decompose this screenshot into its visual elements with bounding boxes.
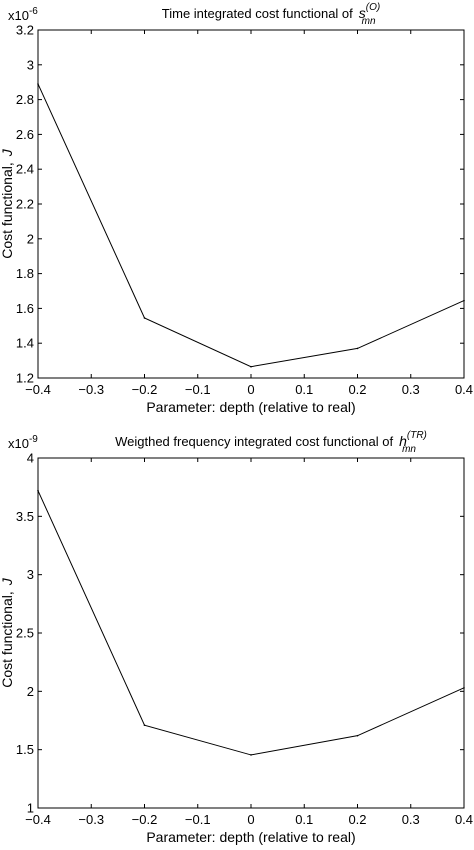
axis-multiplier-exponent: -6	[29, 6, 38, 17]
axis-multiplier-base: x10	[8, 436, 29, 451]
y-tick-label: 3.5	[16, 509, 34, 524]
series-line	[37, 83, 465, 368]
y-tick-label: 3	[27, 567, 34, 582]
data-point	[37, 83, 39, 85]
x-tick-label: 0.4	[455, 382, 473, 397]
y-axis-label: Cost functional, J	[0, 148, 15, 259]
x-tick-label: −0.4	[25, 382, 51, 397]
x-tick-label: 0.3	[402, 812, 420, 827]
data-point	[250, 754, 252, 756]
y-tick-label: 1	[27, 801, 34, 816]
data-point	[356, 734, 359, 737]
data-point	[356, 347, 359, 350]
chart-title: Time integrated cost functional of s(O) mn	[162, 2, 380, 27]
chart-panel-2: −0.4 −0.3 −0.2 −0.1 0 0.1 0.2 0.3 0.4 1 1.5 2 2.5 3 3.…	[0, 430, 473, 845]
data-point	[143, 317, 146, 319]
y-tick-label: 1.4	[16, 336, 34, 351]
y-tick-label: 3	[27, 57, 34, 72]
x-tick-label: −0.3	[78, 382, 104, 397]
y-axis-label-symbol: J	[0, 577, 15, 586]
y-tick-label: 2.2	[16, 197, 34, 212]
x-tick-label: −0.4	[25, 812, 51, 827]
y-tick-label: 4	[27, 451, 34, 466]
data-point	[250, 365, 252, 368]
x-axis-label: Parameter: depth (relative to real)	[146, 829, 355, 845]
x-tick-label: 0.2	[348, 812, 366, 827]
chart-title-subscript: mn	[402, 444, 416, 455]
x-axis-label: Parameter: depth (relative to real)	[146, 399, 355, 415]
axis-multiplier-exponent: -9	[29, 434, 38, 445]
series-line	[37, 490, 465, 756]
data-point	[463, 299, 465, 302]
chart-title: Weigthed frequency integrated cost funct…	[115, 430, 427, 455]
chart-title-text: Weigthed frequency integrated cost funct…	[115, 434, 393, 449]
y-axis-label-text: Cost functional,	[0, 591, 15, 688]
chart-title-superscript: (O)	[366, 2, 380, 13]
x-tick-label: 0	[247, 382, 254, 397]
x-tick-label: −0.2	[132, 812, 158, 827]
x-tick-label: −0.2	[132, 382, 158, 397]
y-tick-label: 2.4	[16, 162, 34, 177]
y-tick-label: 1.2	[16, 371, 34, 386]
x-tick-label: −0.3	[78, 812, 104, 827]
y-tick-label: 1.6	[16, 301, 34, 316]
plot-frame	[37, 29, 465, 379]
x-tick-label: 0.2	[348, 382, 366, 397]
y-tick-label: 2.6	[16, 127, 34, 142]
chart-title-superscript: (TR)	[407, 430, 427, 441]
y-tick-label: 2	[27, 684, 34, 699]
y-tick-label: 1.5	[16, 742, 34, 757]
x-tick-label: 0.3	[402, 382, 420, 397]
x-tick-label: −0.1	[185, 812, 211, 827]
chart-title-symbol: s	[359, 5, 366, 21]
x-tick-label: 0	[247, 812, 254, 827]
y-tick-label: 3.2	[16, 23, 34, 38]
axis-multiplier: x10-9	[8, 434, 38, 451]
y-axis-label-symbol: J	[0, 148, 15, 157]
y-tick-label: 2.5	[16, 626, 34, 641]
y-axis-label: Cost functional, J	[0, 577, 15, 688]
data-point	[37, 489, 39, 492]
y-tick-label: 2.8	[16, 92, 34, 107]
chart-title-text: Time integrated cost functional of	[162, 6, 353, 21]
x-tick-label: 0.1	[295, 382, 313, 397]
chart-panel-1: −0.4 −0.3 −0.2 −0.1 0 0.1 0.2 0.3 0.4 1.2 1.4 1.6 1.…	[0, 2, 473, 415]
axis-multiplier-base: x10	[8, 8, 29, 23]
chart-title-symbol: h	[399, 433, 407, 449]
x-tick-label: 0.1	[295, 812, 313, 827]
y-tick-label: 2	[27, 231, 34, 246]
x-tick-label: −0.1	[185, 382, 211, 397]
axis-multiplier: x10-6	[8, 6, 38, 23]
x-tick-label: 0.4	[455, 812, 473, 827]
y-axis-label-text: Cost functional,	[0, 162, 15, 259]
data-point	[463, 687, 465, 689]
data-point	[143, 724, 146, 726]
chart-title-subscript: mn	[362, 16, 376, 27]
y-tick-label: 1.8	[16, 266, 34, 281]
